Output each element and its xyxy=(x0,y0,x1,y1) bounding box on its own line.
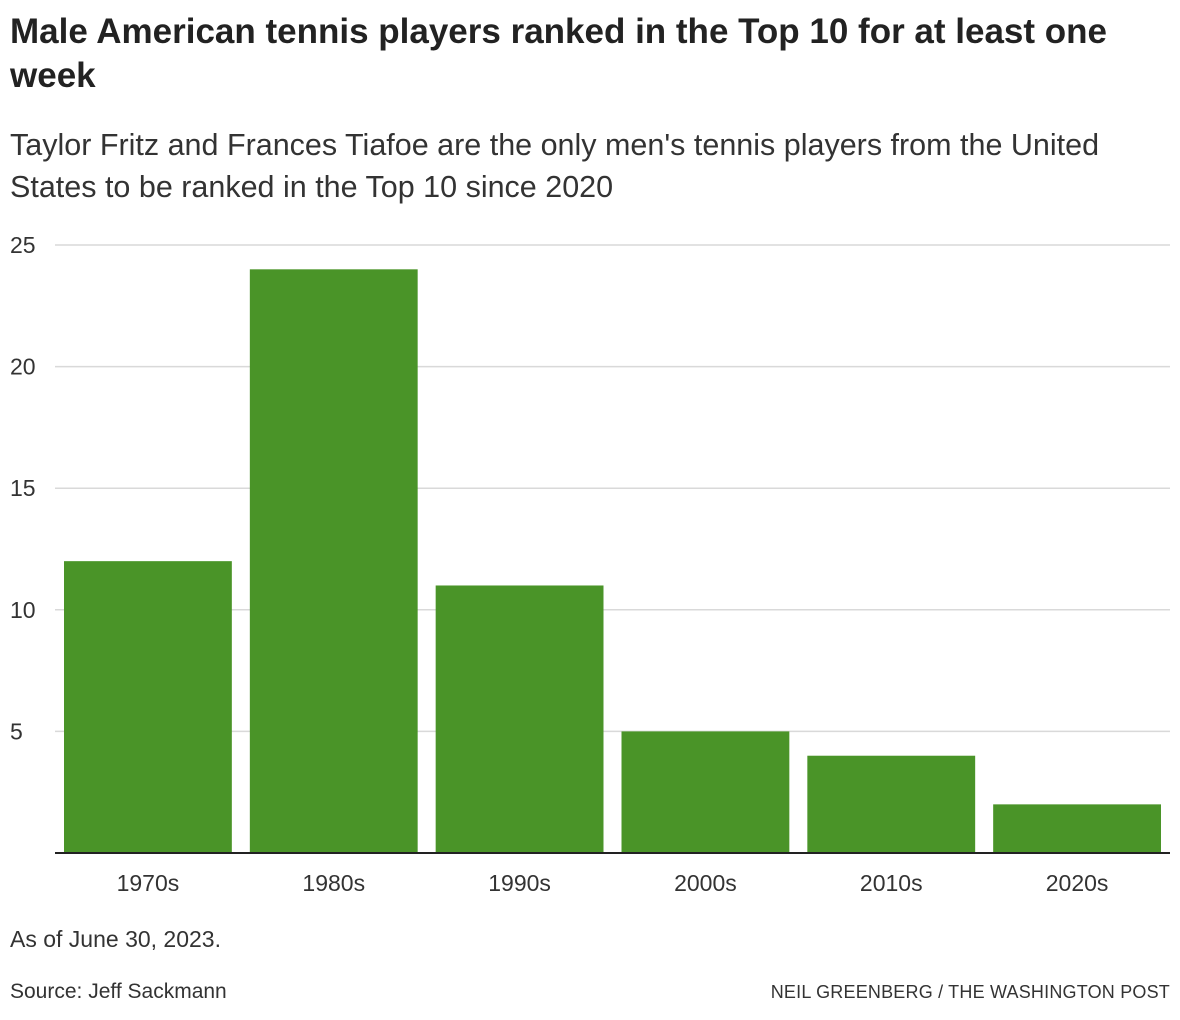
chart-subtitle: Taylor Fritz and Frances Tiafoe are the … xyxy=(10,128,1100,204)
y-tick-label: 25 xyxy=(10,232,36,258)
x-tick-label: 1970s xyxy=(117,870,180,896)
x-axis-ticks: 1970s 1980s 1990s 2000s 2010s 2020s xyxy=(117,870,1109,896)
footnote: As of June 30, 2023. xyxy=(10,926,221,952)
bar-chart: 5 10 15 20 25 1970s 1980s 1990s 2000s 2010s 2020s xyxy=(10,232,1170,896)
y-tick-label: 15 xyxy=(10,475,36,501)
bars xyxy=(64,269,1161,853)
bar-1990s xyxy=(435,585,604,853)
gridlines xyxy=(55,244,1170,733)
source-credit: Source: Jeff Sackmann xyxy=(10,980,227,1003)
bar-1980s xyxy=(249,269,418,853)
x-tick-label: 2020s xyxy=(1046,870,1109,896)
y-tick-label: 20 xyxy=(10,354,36,380)
author-credit: NEIL GREENBERG / THE WASHINGTON POST xyxy=(770,982,1170,1002)
x-tick-label: 2000s xyxy=(674,870,737,896)
y-tick-label: 10 xyxy=(10,597,36,623)
chart-title: Male American tennis players ranked in t… xyxy=(10,12,1107,95)
bar-2010s xyxy=(807,755,976,853)
bar-1970s xyxy=(64,561,232,853)
bar-2000s xyxy=(621,731,790,853)
bar-2020s xyxy=(993,804,1161,853)
x-tick-label: 2010s xyxy=(860,870,923,896)
x-tick-label: 1990s xyxy=(488,870,551,896)
y-tick-label: 5 xyxy=(10,718,23,744)
y-axis-ticks: 5 10 15 20 25 xyxy=(10,232,36,744)
x-tick-label: 1980s xyxy=(302,870,365,896)
